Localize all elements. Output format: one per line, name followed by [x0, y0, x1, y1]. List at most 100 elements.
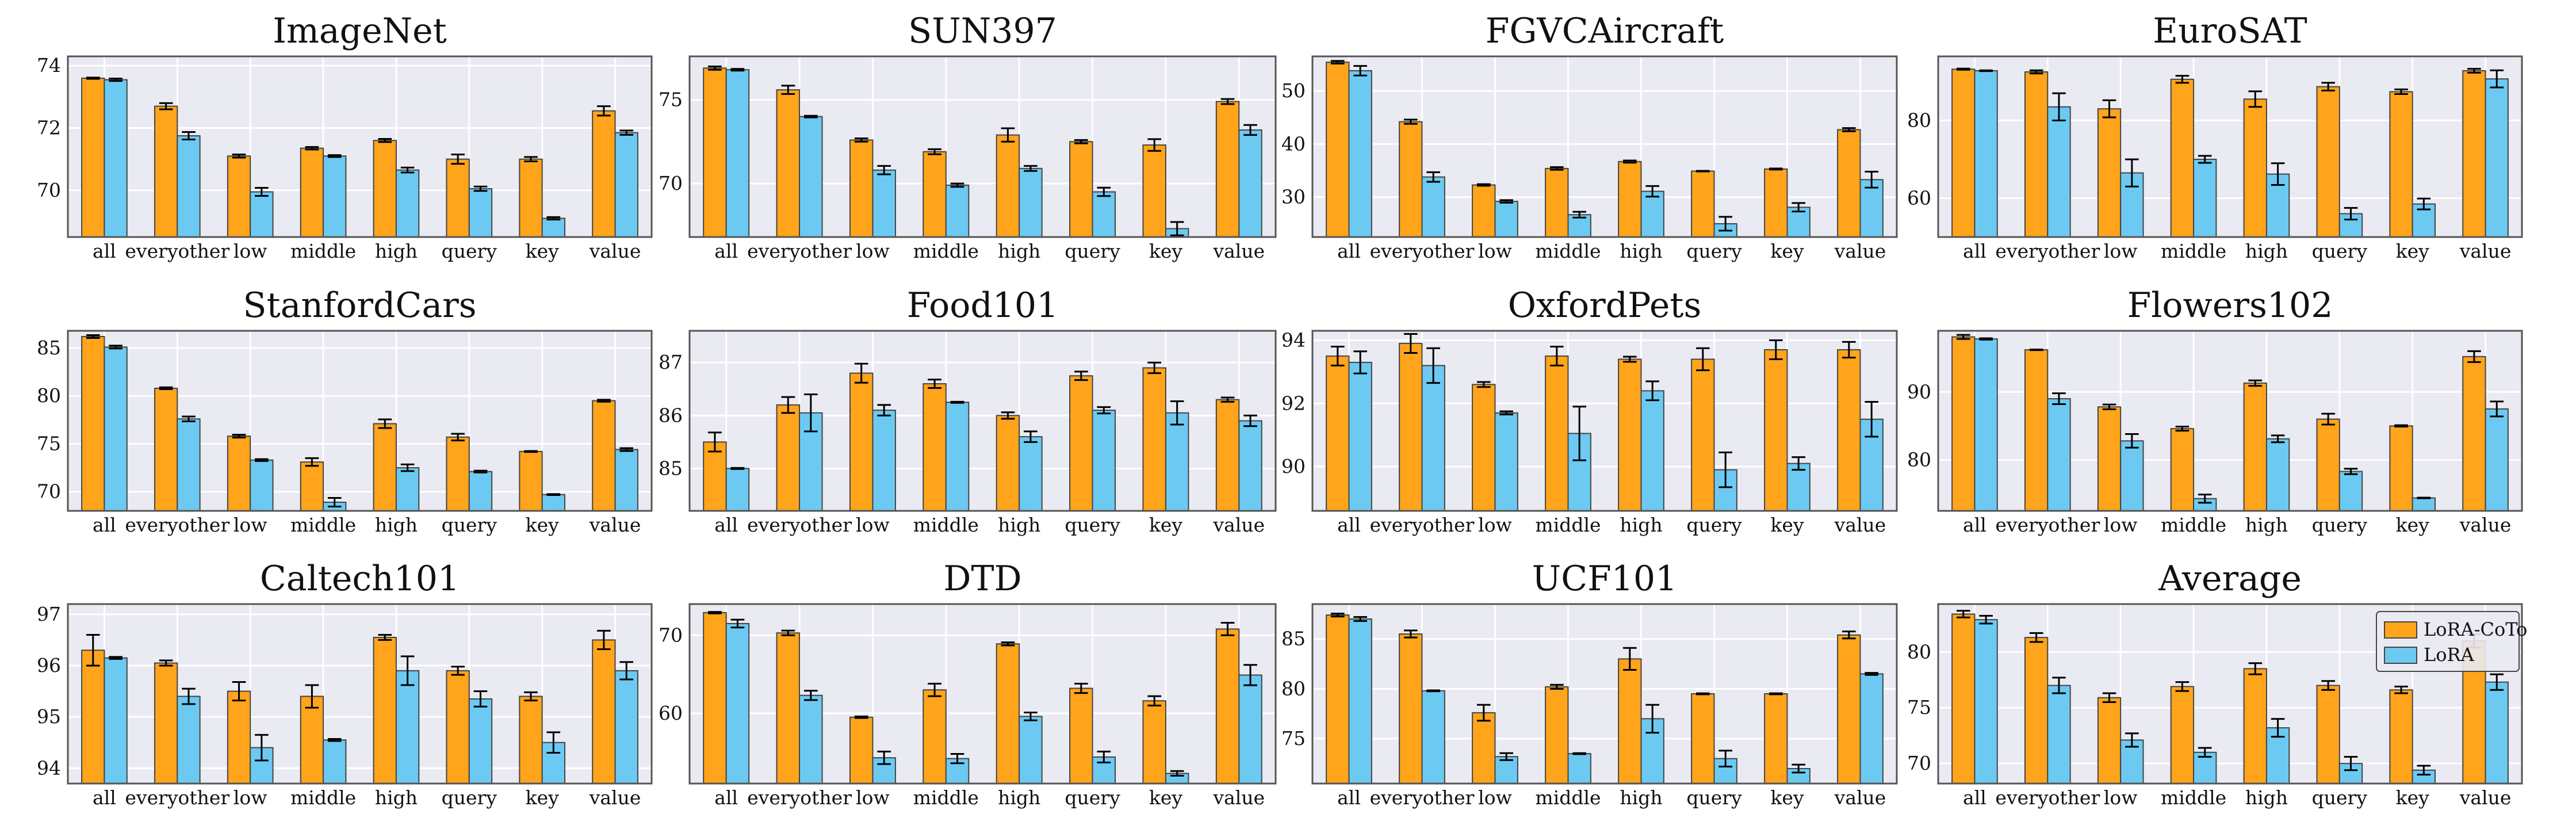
y-tick-label: 74 — [37, 54, 61, 77]
bar-lora-query — [1092, 191, 1116, 238]
bar-lora-coto-high — [1618, 358, 1642, 512]
bar-lora-middle — [945, 402, 970, 511]
chart-panel-sun397: 70 75 all everyother low middle high query key va… — [659, 11, 1277, 262]
bar-lora-high — [1640, 718, 1664, 785]
x-tick-label: query — [1686, 240, 1742, 262]
y-tick-label: 95 — [37, 705, 61, 728]
bar-lora-coto-all — [1326, 614, 1350, 784]
bar-lora-middle — [1567, 753, 1591, 784]
x-tick-label: middle — [913, 786, 979, 809]
x-tick-label: low — [2104, 786, 2138, 809]
legend-swatch — [2384, 647, 2417, 664]
y-tick-label: 85 — [1281, 628, 1306, 650]
bar-lora-high — [395, 467, 420, 511]
y-tick-label: 60 — [659, 702, 683, 724]
plot-frame — [1311, 55, 1898, 238]
bar-lora-value — [614, 132, 638, 238]
x-tick-label: query — [2312, 786, 2368, 809]
chart-panel-food101: 85 86 87 all everyother low middle high query key… — [659, 285, 1277, 536]
bar-lora-high — [1019, 167, 1043, 238]
bar-lora-value — [2485, 78, 2509, 238]
y-tick-label: 80 — [1907, 109, 1931, 131]
x-tick-label: query — [1686, 514, 1742, 536]
y-tick-label: 75 — [37, 432, 61, 454]
plot-frame — [688, 55, 1277, 238]
bar-lora-all — [1974, 338, 1998, 511]
x-tick-label: key — [1770, 240, 1804, 262]
bar-lora-high — [395, 169, 420, 238]
bar-lora-coto-key — [1142, 367, 1166, 511]
bar-lora-key — [541, 217, 566, 238]
x-tick-label: key — [526, 240, 560, 262]
chart-title: DTD — [943, 559, 1021, 599]
plot-frame — [1937, 603, 2523, 785]
chart-title: Average — [2158, 559, 2302, 599]
y-tick-label: 85 — [37, 337, 61, 359]
bar-lora-coto-value — [592, 110, 616, 238]
x-tick-label: query — [442, 786, 497, 809]
bar-lora-query — [468, 188, 493, 238]
chart-panel-average: 70 75 80 all everyother low middle high query key… — [1907, 559, 2523, 809]
bar-lora-coto-low — [227, 155, 251, 238]
x-tick-label: everyother — [747, 514, 852, 536]
x-tick-label: all — [1337, 786, 1361, 809]
y-tick-label: 75 — [1907, 696, 1931, 719]
x-tick-label: low — [2104, 514, 2138, 536]
x-tick-label: value — [589, 514, 641, 536]
bar-lora-coto-low — [2097, 406, 2122, 512]
y-tick-label: 70 — [37, 480, 61, 503]
x-tick-label: everyother — [125, 240, 229, 262]
bar-lora-all — [1348, 618, 1372, 784]
bar-lora-coto-query — [1069, 687, 1093, 785]
x-tick-label: value — [2459, 514, 2512, 536]
bar-lora-high — [1019, 436, 1043, 512]
x-tick-label: all — [714, 786, 738, 809]
x-tick-label: value — [1212, 514, 1265, 536]
x-tick-label: key — [2396, 786, 2430, 809]
y-tick-label: 72 — [37, 117, 61, 139]
y-tick-label: 94 — [1281, 328, 1306, 351]
x-tick-label: value — [589, 240, 641, 262]
x-tick-label: middle — [913, 240, 979, 262]
bar-lora-coto-key — [1142, 144, 1166, 238]
bar-lora-coto-low — [1472, 712, 1496, 785]
bar-lora-coto-key — [1764, 168, 1788, 238]
bar-lora-coto-middle — [300, 696, 324, 785]
bar-lora-all — [104, 79, 128, 238]
x-tick-label: query — [442, 240, 497, 262]
x-tick-label: everyother — [1995, 240, 2100, 262]
chart-panel-eurosat: 60 80 all everyother low middle high query key va… — [1907, 11, 2523, 262]
bar-lora-coto-all — [81, 77, 105, 238]
bar-lora-coto-everyother — [154, 662, 178, 784]
bar-lora-all — [1348, 70, 1372, 238]
y-tick-label: 70 — [659, 172, 683, 194]
x-tick-label: query — [1686, 786, 1742, 809]
bar-lora-coto-everyother — [2024, 637, 2049, 784]
x-tick-label: value — [1212, 240, 1265, 262]
bar-lora-everyother — [1421, 690, 1445, 785]
x-tick-label: all — [1337, 240, 1361, 262]
plot-frame — [688, 603, 1277, 785]
bar-lora-low — [250, 191, 274, 238]
x-tick-label: key — [1770, 514, 1804, 536]
x-tick-label: high — [375, 240, 418, 262]
chart-title: UCF101 — [1532, 559, 1678, 599]
legend-swatch — [2384, 621, 2417, 639]
x-tick-label: low — [1478, 514, 1512, 536]
bar-lora-high — [395, 670, 420, 785]
bar-lora-coto-high — [2243, 382, 2267, 511]
bar-lora-coto-all — [1326, 355, 1350, 511]
y-tick-label: 75 — [659, 89, 683, 111]
x-tick-label: all — [1963, 786, 1986, 809]
bar-lora-coto-all — [1951, 613, 1976, 785]
x-tick-label: low — [2104, 240, 2138, 262]
x-tick-label: middle — [2161, 240, 2226, 262]
bar-lora-coto-all — [703, 612, 727, 784]
bar-lora-low — [1494, 201, 1518, 238]
bar-lora-coto-high — [2243, 98, 2267, 238]
bar-lora-coto-everyother — [2024, 349, 2049, 512]
x-tick-label: all — [1963, 514, 1986, 536]
legend-label: LoRA — [2424, 644, 2475, 666]
x-tick-label: low — [856, 514, 890, 536]
plot-frame — [688, 330, 1277, 512]
